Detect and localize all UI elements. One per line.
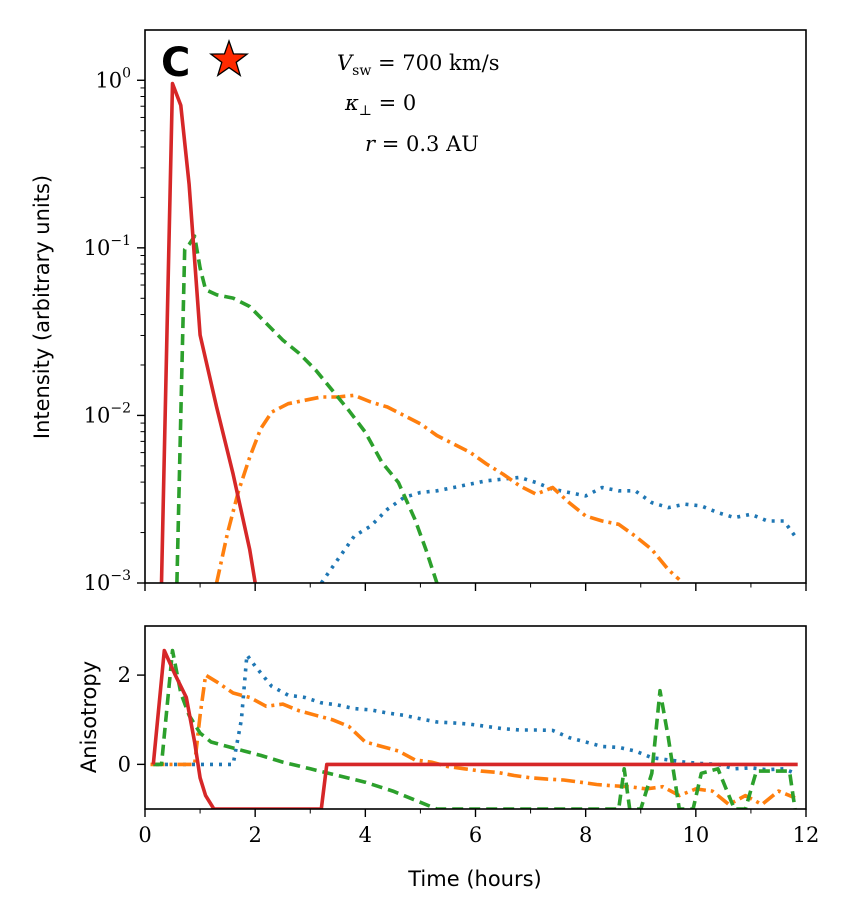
intensity-line-blue-dotted: [319, 475, 797, 583]
star-marker-icon: [208, 39, 250, 78]
time-x-tick-label: 2: [248, 823, 261, 847]
anisotropy-line-blue-dotted: [156, 653, 796, 775]
intensity-panel: 100 10−1 10−2 10−3 C Vsw = 700 km/s κ⊥ = 0 r …: [30, 29, 807, 595]
intensity-y-tick-label: 100: [95, 65, 131, 92]
anisotropy-y-axis-label: Anisotropy: [77, 661, 101, 773]
annotation-line: r = 0.3 AU: [365, 132, 479, 156]
intensity-series-group: [159, 81, 797, 583]
anisotropy-ticks: 0 2 0 2 4 6 8 10 12: [118, 663, 820, 847]
panel-label: C: [161, 40, 190, 86]
anisotropy-panel: 0 2 0 2 4 6 8 10 12 Anisotropy Time (hours): [77, 625, 820, 891]
time-x-axis-label: Time (hours): [407, 867, 542, 891]
time-x-tick-label: 4: [359, 823, 372, 847]
time-x-tick-label: 10: [682, 823, 709, 847]
anisotropy-y-tick-label: 2: [118, 663, 131, 687]
anisotropy-line-green-dashed: [153, 648, 797, 809]
time-x-tick-label: 0: [138, 823, 151, 847]
annotation-line: Vsw = 700 km/s: [337, 51, 500, 79]
time-x-tick-label: 6: [469, 823, 482, 847]
time-x-tick-label: 12: [793, 823, 820, 847]
time-x-tick-label: 8: [579, 823, 592, 847]
intensity-y-tick-label: 10−1: [84, 233, 131, 260]
parameter-annotations: Vsw = 700 km/s κ⊥ = 0 r = 0.3 AU: [337, 51, 500, 156]
anisotropy-series-group: [150, 648, 798, 809]
anisotropy-y-tick-label: 0: [118, 752, 131, 776]
anisotropy-line-orange-dashdot: [150, 673, 796, 807]
intensity-line-red-solid: [159, 81, 257, 583]
intensity-line-orange-dashdot: [214, 393, 681, 583]
anisotropy-line-red-solid: [151, 648, 798, 809]
intensity-y-axis-label: Intensity (arbitrary units): [30, 175, 54, 439]
intensity-y-tick-label: 10−2: [84, 400, 131, 427]
intensity-y-tick-label: 10−3: [84, 568, 131, 595]
anisotropy-axes-frame: [144, 625, 807, 810]
annotation-line: κ⊥ = 0: [344, 91, 416, 119]
intensity-axes-frame: [144, 29, 807, 584]
